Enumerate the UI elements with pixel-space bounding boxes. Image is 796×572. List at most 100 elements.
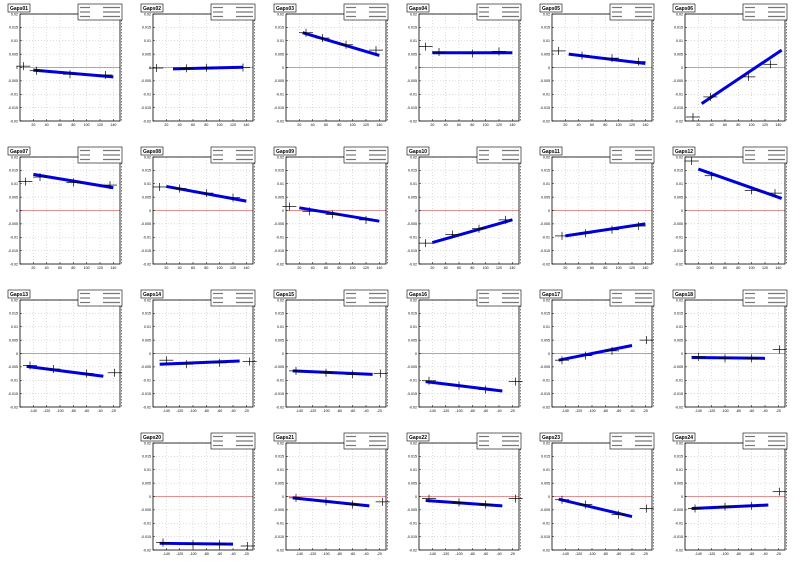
stats-box	[609, 289, 655, 307]
y-tick-label: 0.015	[275, 455, 284, 459]
x-tick-label: 40	[311, 123, 315, 127]
x-tick-label: 140	[376, 123, 382, 127]
chart-panel-gaps05: 0.02 0.015 0.01 0.005 0 -0.005 -0.01 -0.015 -0.0…	[539, 3, 655, 127]
x-tick-label: -100	[322, 409, 329, 413]
y-tick-label: -0.015	[8, 249, 18, 253]
x-tick-label: -140	[296, 552, 303, 556]
x-tick-label: -60	[84, 409, 89, 413]
x-tick-label: -140	[163, 409, 170, 413]
y-tick-label: -0.005	[673, 508, 683, 512]
x-tick-label: -40	[496, 409, 501, 413]
x-tick-label: 100	[84, 266, 90, 270]
x-tick-label: -100	[322, 552, 329, 556]
x-tick-label: -140	[296, 409, 303, 413]
y-tick-label: 0.005	[541, 338, 550, 342]
stats-box	[742, 289, 788, 307]
y-tick-label: 0.005	[142, 338, 151, 342]
x-tick-label: 120	[363, 123, 369, 127]
y-tick-label: -0.02	[10, 405, 18, 409]
y-tick-label: 0	[681, 352, 683, 356]
stats-box	[476, 432, 522, 450]
y-tick-label: -0.015	[673, 106, 683, 110]
x-tick-label: -60	[483, 552, 488, 556]
x-tick-label: 20	[297, 123, 301, 127]
y-tick-label: -0.02	[276, 405, 284, 409]
stats-box	[742, 3, 788, 21]
x-tick-label: -20	[776, 409, 781, 413]
x-tick-label: 140	[509, 123, 515, 127]
title-box	[140, 289, 164, 299]
x-tick-label: 140	[243, 123, 249, 127]
y-tick-label: 0.015	[142, 455, 151, 459]
y-tick-label: 0.02	[144, 155, 151, 159]
title-box	[406, 146, 430, 156]
stats-box	[343, 289, 389, 307]
chart-panel-gaps24: 0.02 0.015 0.01 0.005 0 -0.005 -0.01 -0.015 -0.0…	[672, 432, 788, 556]
y-tick-label: 0.015	[674, 26, 683, 30]
y-tick-label: 0.005	[275, 481, 284, 485]
y-tick-label: -0.02	[409, 405, 417, 409]
x-tick-label: -20	[643, 409, 648, 413]
chart-title: Gaps04	[409, 6, 427, 12]
y-tick-label: 0.02	[277, 441, 284, 445]
x-tick-label: 20	[696, 123, 700, 127]
y-tick-label: -0.02	[675, 119, 683, 123]
x-tick-label: -40	[230, 409, 235, 413]
x-tick-label: -60	[616, 552, 621, 556]
x-tick-label: 140	[376, 266, 382, 270]
fit-line	[697, 167, 783, 200]
chart-title: Gaps16	[409, 292, 427, 298]
title-box	[406, 3, 430, 13]
stats-box	[609, 3, 655, 21]
x-tick-label: -120	[176, 409, 183, 413]
y-tick-label: -0.015	[8, 106, 18, 110]
y-tick-label: 0.01	[144, 468, 151, 472]
y-tick-label: 0.01	[277, 39, 284, 43]
y-tick-label: 0.02	[144, 298, 151, 302]
y-tick-label: 0	[415, 66, 417, 70]
x-tick-label: -60	[483, 409, 488, 413]
x-tick-label: 60	[457, 266, 461, 270]
x-tick-label: -60	[749, 409, 754, 413]
y-tick-label: 0.02	[410, 441, 417, 445]
y-tick-label: -0.005	[274, 79, 284, 83]
x-tick-label: 120	[97, 123, 103, 127]
x-tick-label: 100	[217, 123, 223, 127]
y-tick-label: -0.015	[540, 106, 550, 110]
x-tick-label: -120	[309, 409, 316, 413]
y-tick-label: 0	[282, 66, 284, 70]
stats-box	[210, 3, 256, 21]
title-box	[273, 289, 297, 299]
y-tick-label: -0.005	[673, 222, 683, 226]
x-tick-label: -140	[429, 552, 436, 556]
y-tick-label: 0.015	[9, 169, 18, 173]
chart-panel-gaps02: 0.02 0.015 0.01 0.005 0 -0.005 -0.01 -0.015 -0.0…	[140, 3, 256, 127]
y-tick-label: 0.01	[410, 325, 417, 329]
x-tick-label: 60	[324, 266, 328, 270]
x-tick-label: -60	[350, 409, 355, 413]
y-tick-label: 0.01	[410, 468, 417, 472]
y-tick-label: 0.015	[275, 26, 284, 30]
x-tick-label: -20	[244, 409, 249, 413]
y-tick-label: -0.01	[10, 93, 18, 97]
x-tick-label: 80	[736, 266, 740, 270]
y-tick-label: 0.01	[11, 39, 18, 43]
y-tick-label: 0.005	[142, 52, 151, 56]
x-tick-label: -60	[350, 552, 355, 556]
x-tick-label: -40	[230, 552, 235, 556]
title-box	[406, 289, 430, 299]
stats-box	[476, 3, 522, 21]
x-tick-label: -120	[442, 409, 449, 413]
x-tick-label: 140	[775, 123, 781, 127]
y-tick-label: -0.02	[143, 548, 151, 552]
y-tick-label: 0	[282, 352, 284, 356]
stats-box	[77, 3, 123, 21]
chart-panel-gaps03: 0.02 0.015 0.01 0.005 0 -0.005 -0.01 -0.015 -0.0…	[273, 3, 389, 127]
y-tick-label: -0.015	[407, 249, 417, 253]
x-tick-label: -80	[204, 409, 209, 413]
y-tick-label: 0	[548, 66, 550, 70]
y-tick-label: 0.01	[410, 182, 417, 186]
x-tick-label: 40	[577, 266, 581, 270]
y-tick-label: 0.01	[144, 39, 151, 43]
chart-title: Gaps01	[10, 6, 28, 12]
